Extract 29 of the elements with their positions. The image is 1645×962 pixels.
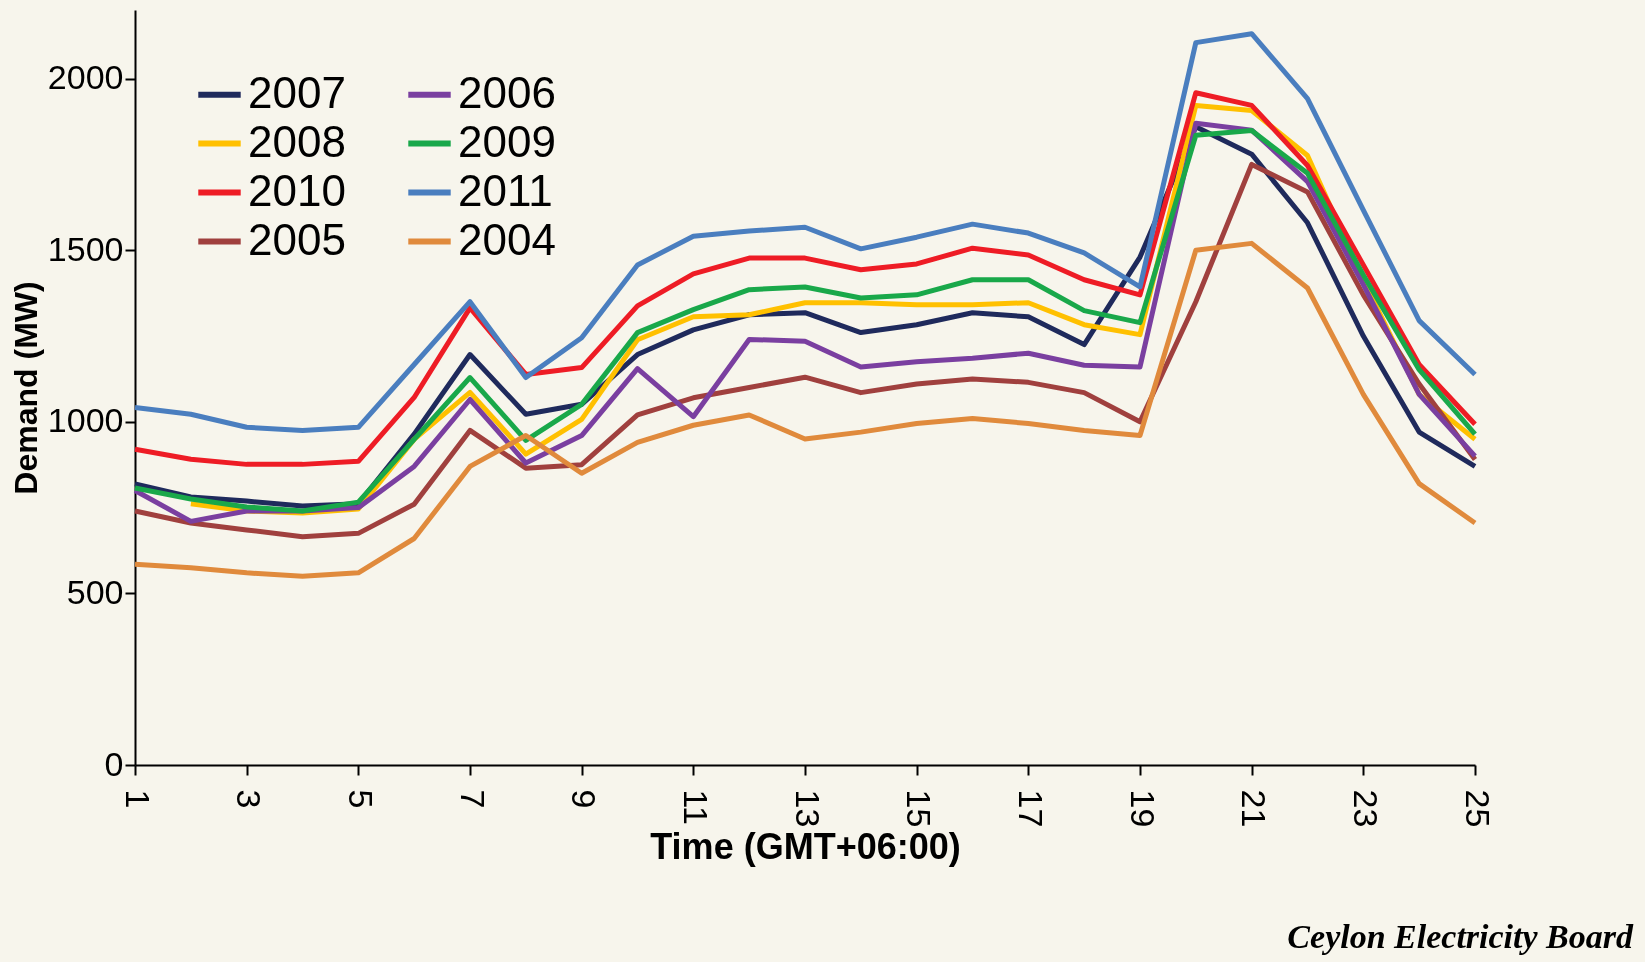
y-tick-label: 2000 [47,58,124,97]
legend-label: 2011 [458,165,553,215]
x-tick-label: 19 [1123,789,1162,828]
y-tick-label: 0 [104,744,124,783]
x-tick-label: 11 [676,789,715,825]
legend-label: 2004 [458,214,556,264]
x-tick-label: 5 [341,789,380,809]
x-axis-title: Time (GMT+06:00) [650,826,961,868]
y-tick-label: 1000 [47,401,124,440]
legend-label: 2007 [248,67,346,117]
x-tick-label: 25 [1458,789,1497,828]
x-tick-label: 17 [1011,789,1050,828]
y-axis-title: Demand (MW) [7,281,44,495]
legend-label: 2005 [248,214,346,264]
legend-label: 2009 [458,116,556,166]
x-tick-label: 13 [788,789,827,828]
x-tick-label: 23 [1346,789,1385,828]
x-tick-label: 9 [565,789,604,809]
x-tick-label: 7 [453,789,492,809]
legend-label: 2008 [248,116,346,166]
x-tick-label: 3 [230,789,269,809]
text: Ceylon Electricity Board [1287,918,1633,956]
legend-label: 2010 [248,165,346,215]
x-tick-label: 15 [900,789,939,828]
legend-label: 2006 [458,67,556,117]
x-tick-label: 1 [118,789,157,809]
x-tick-label: 21 [1235,789,1274,828]
y-tick-label: 1500 [47,229,124,268]
y-tick-label: 500 [66,572,124,611]
